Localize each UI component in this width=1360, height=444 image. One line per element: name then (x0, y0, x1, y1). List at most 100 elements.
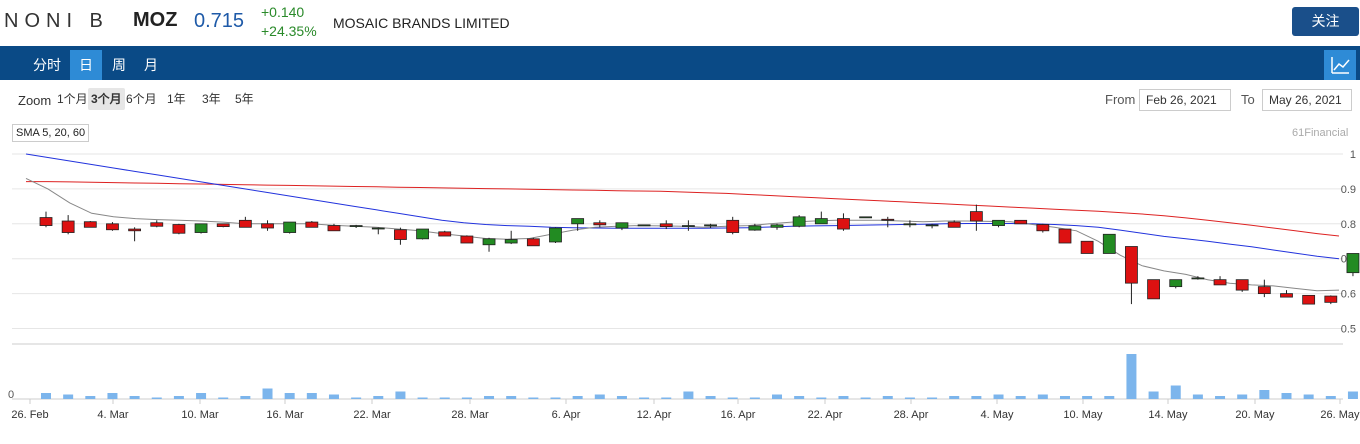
sma60-line (26, 181, 1340, 237)
candle-body (61, 220, 75, 233)
candle-body (216, 223, 230, 228)
candle-body (1169, 279, 1183, 288)
volume-bar (1281, 393, 1292, 399)
candle-body (615, 222, 629, 229)
volume-bar (616, 396, 627, 399)
brand-logo: NONI B (4, 10, 109, 32)
candle-body (371, 227, 385, 230)
zoom-6m-button[interactable]: 6个月 (126, 92, 157, 106)
y-tick-label: 0.6 (1341, 289, 1356, 301)
candle-body (992, 219, 1005, 226)
y-tick-label: 0.8 (1341, 219, 1356, 231)
volume-bar (1347, 391, 1358, 399)
candle-body (637, 224, 651, 227)
candle-body (659, 223, 673, 228)
candle-body (394, 229, 407, 240)
volume-bar (218, 397, 229, 399)
candle-body (438, 231, 452, 237)
zoom-1y-button[interactable]: 1年 (167, 92, 186, 106)
volume-bar (661, 397, 672, 399)
candle-body (770, 224, 784, 228)
candle-body (1080, 240, 1094, 254)
candle-body (194, 223, 208, 233)
volume-bar (484, 396, 495, 399)
volume-bar (85, 396, 96, 399)
volume-bar (1325, 396, 1336, 399)
zoom-5y-button[interactable]: 5年 (235, 92, 254, 106)
candle-body (504, 239, 518, 244)
volume-tick-label: 0 (8, 389, 14, 401)
sma5-line (25, 177, 1340, 292)
candle-body (1324, 295, 1338, 303)
x-tick-label: 20. May (1235, 409, 1275, 421)
x-tick-label: 4. Mar (97, 409, 129, 421)
chart-credits: 61Financial (1292, 127, 1349, 139)
tab-weekly[interactable]: 周 (112, 57, 126, 73)
chart-type-button[interactable] (1324, 50, 1356, 80)
volume-bar (816, 397, 827, 399)
candle-body (1235, 279, 1249, 291)
sma-legend[interactable]: SMA 5, 20, 60 (12, 124, 90, 142)
volume-bar (550, 397, 561, 399)
candle-body (83, 221, 97, 228)
candle-body (283, 221, 297, 233)
candle-body (39, 217, 53, 226)
period-nav: 分时 日 周 月 (0, 46, 1360, 80)
candle-body (903, 223, 917, 226)
y-tick-label: 0.5 (1341, 324, 1356, 336)
candle-body (128, 228, 142, 232)
volume-bar (262, 388, 273, 399)
from-date-input[interactable]: Feb 26, 2021 (1139, 89, 1231, 111)
candle-body (726, 219, 740, 233)
volume-bar (306, 393, 317, 399)
candle-body (349, 225, 363, 227)
to-date-input[interactable]: May 26, 2021 (1262, 89, 1352, 111)
volume-bar (528, 397, 539, 399)
volume-bar (1148, 391, 1159, 399)
volume-bar (240, 396, 251, 399)
from-label: From (1105, 92, 1136, 107)
candle-body (837, 218, 850, 230)
volume-bar (129, 396, 140, 399)
volume-bar (993, 394, 1004, 399)
follow-button[interactable]: 关注 (1292, 7, 1359, 36)
volume-bar (151, 397, 162, 399)
candle-body (305, 221, 319, 228)
candle-body (593, 222, 607, 226)
tab-intraday[interactable]: 分时 (33, 57, 61, 73)
change-percent: +24.35% (261, 23, 317, 39)
volume-bar (794, 396, 805, 399)
x-tick-label: 4. May (980, 409, 1014, 421)
zoom-3y-button[interactable]: 3年 (202, 92, 221, 106)
x-tick-label: 6. Apr (552, 409, 581, 421)
header-bar: NONI B MOZ 0.715 +0.140 +24.35% MOSAIC B… (0, 0, 1360, 46)
zoom-3m-button[interactable]: 3个月 (88, 88, 125, 110)
volume-bar (417, 397, 428, 399)
volume-bar (572, 396, 583, 399)
candle-body (792, 216, 806, 227)
tab-monthly[interactable]: 月 (144, 57, 158, 73)
volume-bar (284, 393, 295, 399)
change-absolute: +0.140 (261, 4, 305, 20)
company-name: MOSAIC BRANDS LIMITED (333, 15, 510, 31)
candle-body (1191, 277, 1205, 280)
sma20-line (25, 153, 1340, 260)
volume-bar (639, 397, 650, 399)
volume-bar (395, 391, 406, 399)
price-change: +0.140 +24.35% (261, 3, 317, 41)
volume-bar (1037, 394, 1048, 399)
tab-daily[interactable]: 日 (70, 50, 102, 80)
volume-bar (971, 396, 982, 399)
zoom-1m-button[interactable]: 1个月 (57, 92, 88, 106)
x-tick-label: 16. Apr (721, 409, 756, 421)
volume-bar (705, 396, 716, 399)
volume-bar (1237, 394, 1248, 399)
volume-bar (173, 396, 184, 399)
to-label: To (1241, 92, 1255, 107)
x-tick-label: 28. Mar (451, 409, 489, 421)
volume-bar (196, 393, 207, 399)
volume-bar (683, 391, 694, 399)
x-tick-label: 26. Feb (11, 409, 48, 421)
volume-bar (882, 396, 893, 399)
